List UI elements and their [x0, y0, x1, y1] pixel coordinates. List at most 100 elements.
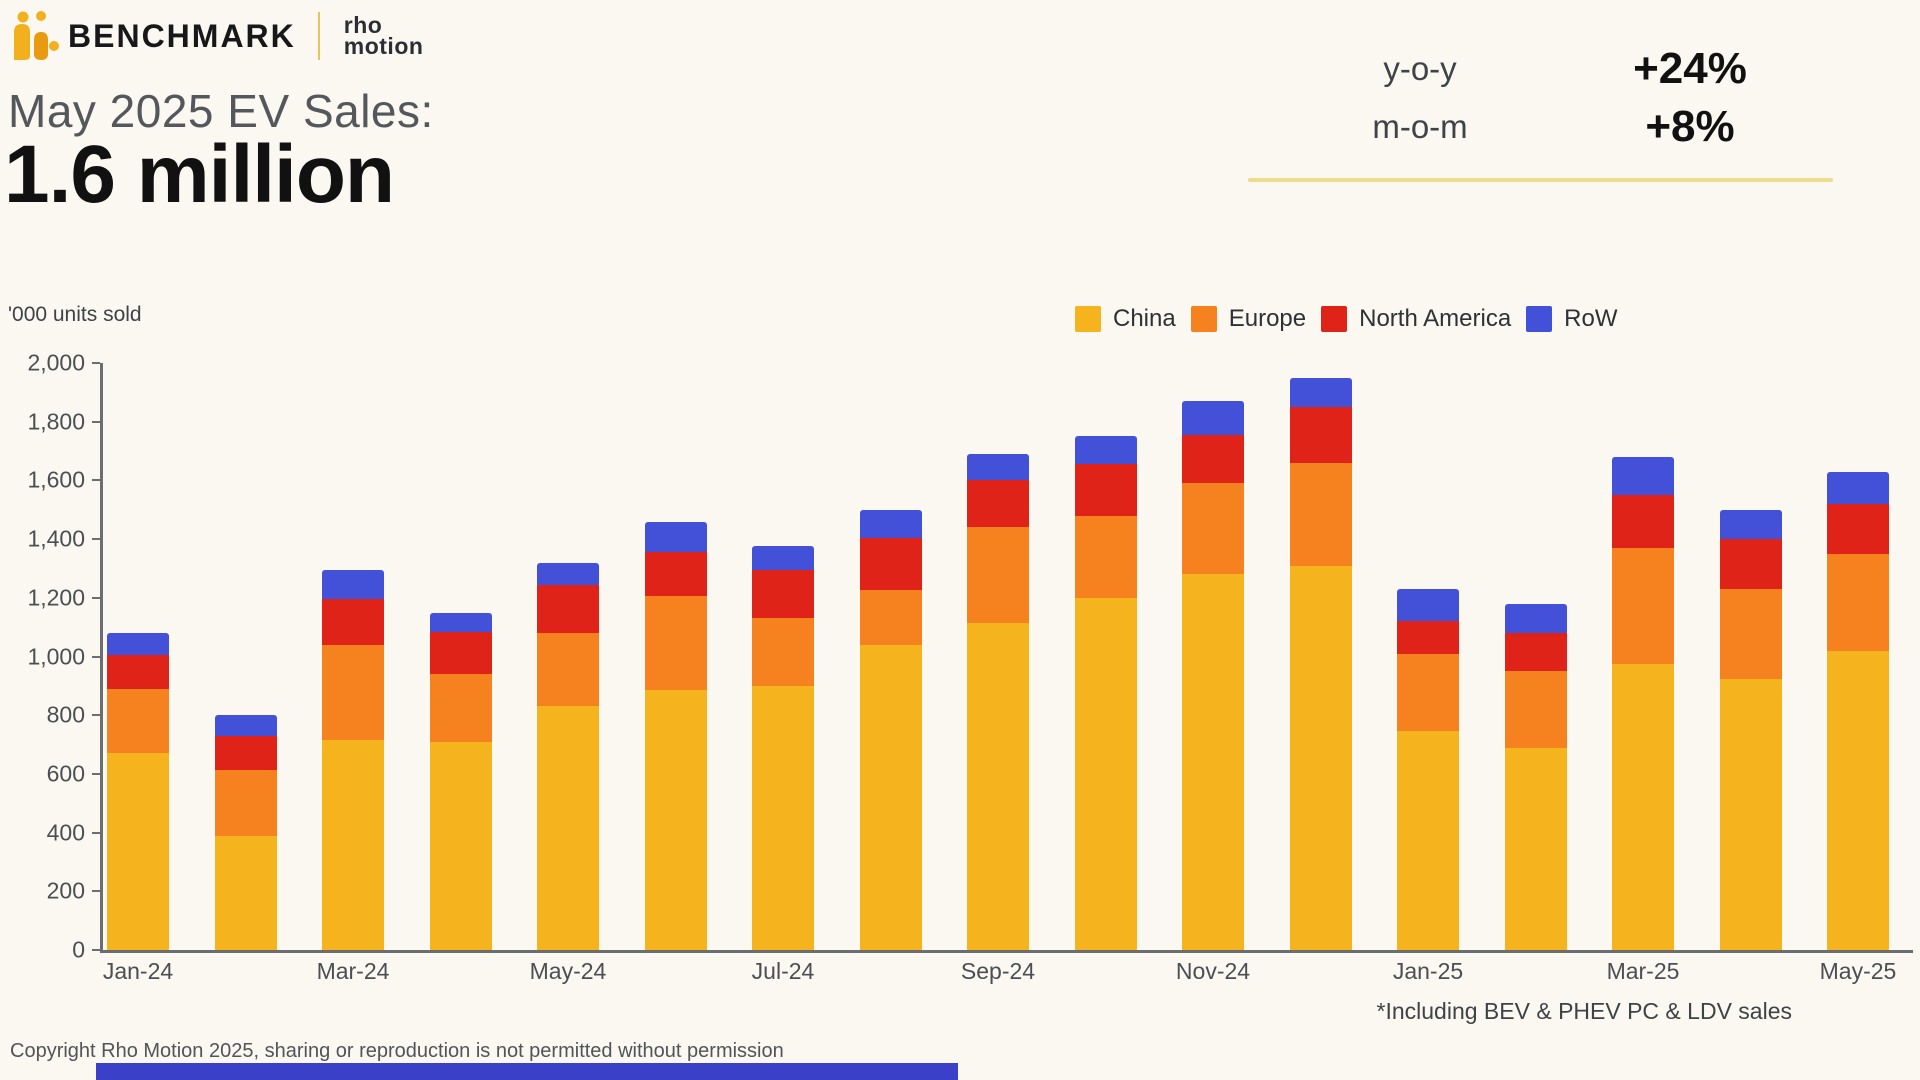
- bar-segment-europe: [1289, 462, 1352, 566]
- stacked-bar-jul-24: [752, 546, 814, 950]
- bar-segment-north-america: [1397, 621, 1459, 654]
- bar-segment-china: [967, 622, 1029, 950]
- bar-segment-europe: [1719, 589, 1782, 679]
- legend-label: North America: [1359, 305, 1512, 332]
- bar-segment-europe: [859, 590, 922, 645]
- x-axis-tick-label: Sep-24: [960, 958, 1036, 984]
- stacked-bar-oct-24: [1074, 436, 1137, 950]
- bar-segment-north-america: [1074, 464, 1137, 516]
- bar-segment-china: [644, 690, 707, 950]
- bar-segment-north-america: [322, 599, 384, 645]
- x-axis-tick-label: Mar-25: [1606, 958, 1680, 984]
- bar-segment-china: [107, 753, 169, 950]
- y-axis-tick-mark: [92, 714, 100, 717]
- y-axis-tick-label: 200: [46, 877, 85, 904]
- stat-row-mom: m-o-m +8%: [1270, 98, 1830, 156]
- stacked-bar-apr-24: [429, 612, 492, 950]
- x-axis-tick-label: May-25: [1819, 958, 1897, 984]
- bar-segment-china: [1504, 747, 1567, 950]
- y-axis-tick-label: 1,600: [27, 466, 85, 493]
- bar-segment-europe: [967, 527, 1029, 623]
- stacked-bar-may-25: [1827, 471, 1889, 950]
- legend-item-north-america: North America: [1321, 305, 1511, 333]
- stat-label-yoy: y-o-y: [1383, 50, 1457, 87]
- bar-segment-north-america: [859, 537, 922, 591]
- stacked-bar-nov-24: [1182, 401, 1244, 950]
- legend-item-row: RoW: [1526, 305, 1618, 333]
- selection-highlight-bar: [96, 1063, 958, 1080]
- stacked-bar-feb-25: [1504, 603, 1567, 950]
- bar-segment-north-america: [752, 569, 814, 619]
- bar-segment-europe: [322, 644, 384, 741]
- stacked-bar-feb-24: [214, 715, 277, 950]
- bar-segment-china: [1182, 574, 1244, 950]
- stacked-bar-mar-25: [1612, 456, 1674, 950]
- bar-segment-europe: [1074, 515, 1137, 598]
- y-axis-tick-mark: [92, 538, 100, 541]
- bar-segment-europe: [1397, 653, 1459, 732]
- bar-segment-row: [1397, 589, 1459, 622]
- bar-segment-north-america: [1719, 539, 1782, 589]
- bar-segment-row: [107, 633, 169, 656]
- x-axis-tick-label: May-24: [529, 958, 607, 984]
- y-axis-tick-mark: [92, 949, 100, 951]
- y-axis-tick-label: 600: [46, 760, 85, 787]
- bar-segment-north-america: [1612, 495, 1674, 548]
- bar-segment-row: [214, 715, 277, 736]
- page-title: May 2025 EV Sales:: [8, 85, 434, 137]
- chart-legend: China Europe North America RoW: [1075, 305, 1618, 333]
- stat-value-mom: +8%: [1645, 102, 1735, 151]
- stacked-bar-dec-24: [1289, 377, 1352, 950]
- rho-motion-line2: motion: [343, 33, 424, 59]
- bar-segment-north-america: [107, 655, 169, 689]
- bar-segment-north-america: [644, 552, 707, 597]
- y-axis-tick-label: 1,200: [27, 584, 85, 611]
- legend-item-europe: Europe: [1190, 305, 1306, 333]
- bar-segment-china: [214, 835, 277, 950]
- brand-divider: [317, 12, 320, 60]
- y-axis-tick-mark: [92, 655, 100, 658]
- stacked-bar-may-24: [537, 562, 599, 950]
- legend-swatch: [1321, 306, 1348, 332]
- bar-segment-china: [1397, 731, 1459, 950]
- bar-segment-china: [1289, 565, 1352, 950]
- stat-value-yoy: +24%: [1633, 44, 1747, 93]
- rho-motion-logo: rho motion: [343, 11, 424, 59]
- bar-segment-row: [1074, 436, 1137, 465]
- legend-swatch: [1190, 306, 1217, 332]
- bar-segment-china: [1827, 650, 1889, 950]
- stacked-bar-apr-25: [1719, 509, 1782, 950]
- y-axis-tick-label: 400: [46, 819, 85, 846]
- bar-segment-north-america: [1182, 434, 1244, 484]
- stat-label-mom: m-o-m: [1372, 108, 1468, 145]
- bar-segment-china: [537, 706, 599, 950]
- legend-item-china: China: [1075, 305, 1176, 333]
- bar-segment-europe: [1182, 483, 1244, 575]
- x-axis-tick-label: Mar-24: [316, 958, 390, 984]
- y-axis-tick-mark: [92, 420, 100, 423]
- bar-segment-north-america: [537, 584, 599, 634]
- y-axis-tick-label: 800: [46, 701, 85, 728]
- bar-segment-china: [752, 685, 814, 950]
- bar-segment-europe: [752, 618, 814, 686]
- bar-segment-row: [429, 612, 492, 632]
- rho-motion-line1: rho: [343, 11, 383, 38]
- bar-segment-europe: [107, 688, 169, 754]
- x-axis-tick-label: Jul-24: [751, 958, 815, 984]
- y-axis-units-label: '000 units sold: [8, 303, 142, 326]
- y-axis-tick-mark: [92, 362, 100, 364]
- bar-segment-europe: [1612, 547, 1674, 664]
- bar-segment-china: [1719, 678, 1782, 950]
- copyright-text: Copyright Rho Motion 2025, sharing or re…: [10, 1040, 784, 1062]
- x-axis-tick-label: Nov-24: [1175, 958, 1251, 984]
- stacked-bar-aug-24: [859, 509, 922, 950]
- x-axis-tick-label: Jan-25: [1392, 958, 1464, 984]
- bar-segment-europe: [537, 633, 599, 707]
- headline-value: 1.6 million: [4, 129, 395, 220]
- bar-segment-row: [1612, 456, 1674, 496]
- bar-segment-north-america: [429, 631, 492, 675]
- bar-segment-china: [859, 644, 922, 950]
- stats-underline: [1248, 178, 1833, 182]
- benchmark-logo-icon: [14, 11, 59, 60]
